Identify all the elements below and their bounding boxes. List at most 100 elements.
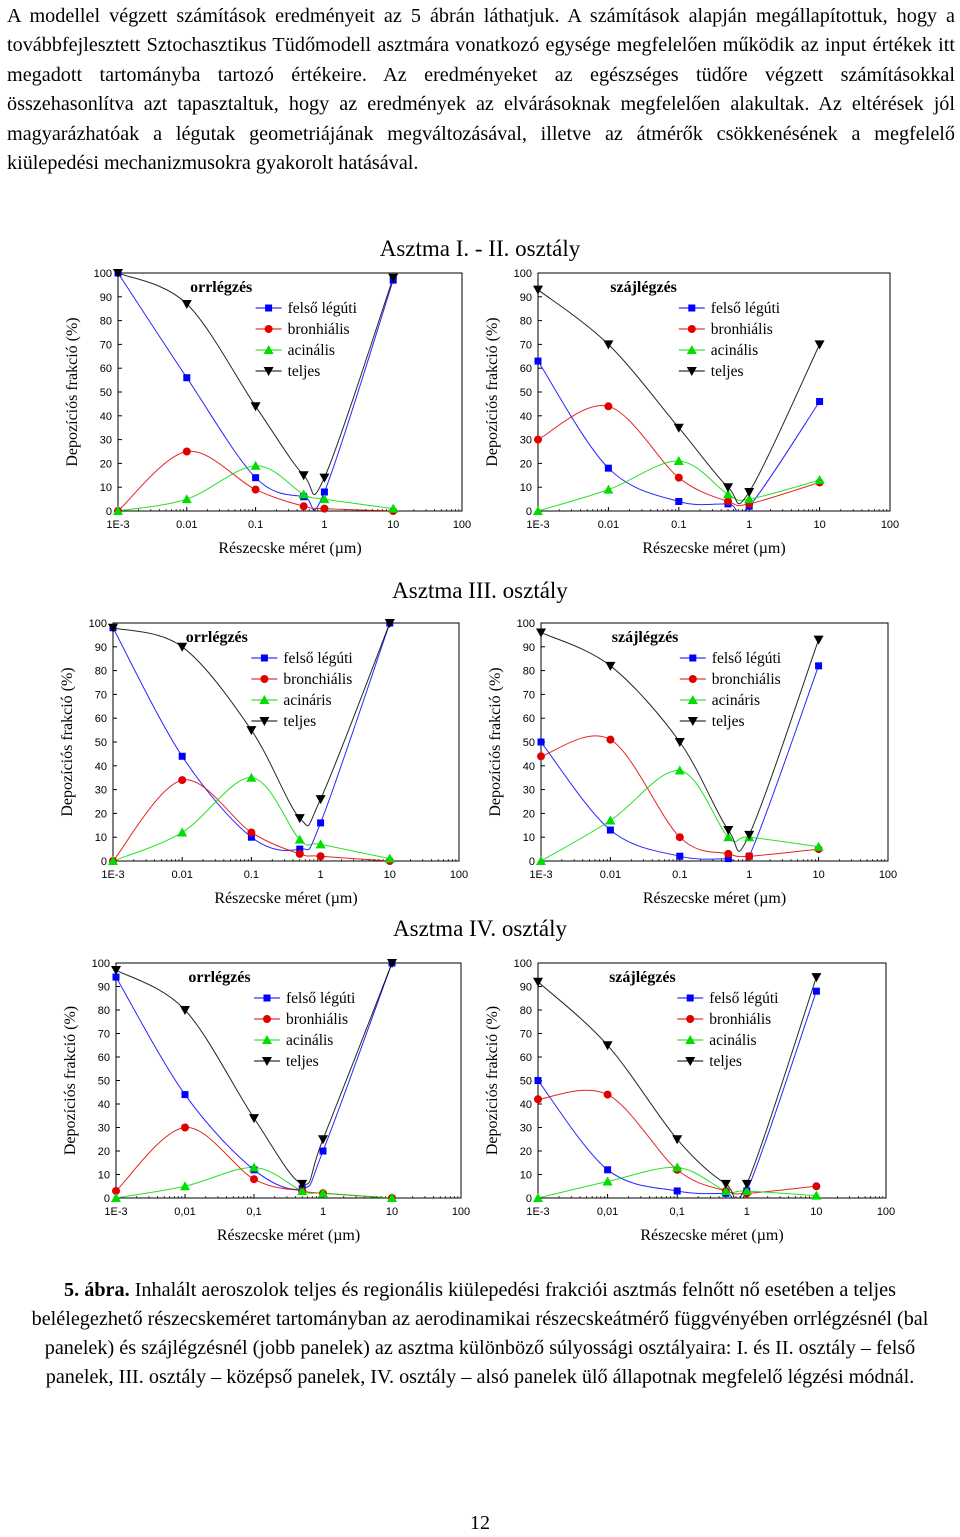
data-point: [534, 1095, 542, 1104]
legend-marker: [265, 304, 273, 312]
y-tick-label: 40: [520, 1099, 532, 1111]
data-point: [533, 285, 543, 295]
legend-label: felső légúti: [711, 300, 781, 317]
data-point: [674, 473, 683, 482]
legend-label: felső légúti: [288, 300, 358, 317]
data-point: [384, 853, 395, 863]
legend-label: teljes: [712, 713, 745, 730]
data-point: [811, 973, 822, 983]
data-point: [108, 623, 118, 633]
y-tick-label: 100: [92, 958, 110, 970]
data-point: [537, 738, 545, 746]
data-point: [603, 484, 614, 494]
x-tick-label: 100: [881, 519, 899, 531]
y-tick-label: 90: [100, 292, 112, 304]
x-tick-label: 1: [318, 869, 324, 881]
data-point: [723, 832, 734, 842]
series-line-3: [113, 777, 390, 861]
panel-title: orrlégzés: [190, 279, 252, 296]
y-tick-label: 60: [98, 1052, 110, 1064]
y-tick-label: 60: [520, 1052, 532, 1064]
page-number: 12: [470, 1512, 490, 1534]
x-tick-label: 0.1: [672, 869, 687, 881]
data-point: [251, 485, 260, 494]
y-tick-label: 20: [523, 808, 535, 820]
data-point: [250, 1175, 258, 1184]
legend-label: bronhiális: [288, 321, 350, 338]
data-point: [319, 494, 330, 504]
series-line-2: [118, 450, 394, 511]
legend-marker: [686, 994, 694, 1002]
x-tick-label: 1E-3: [526, 1206, 549, 1218]
data-point: [108, 856, 118, 865]
y-tick-label: 0: [106, 506, 112, 518]
legend-marker: [259, 695, 270, 704]
panel-title: szájlégzés: [610, 279, 677, 296]
legend-label: bronchiális: [712, 671, 781, 688]
y-tick-label: 60: [523, 713, 535, 725]
y-tick-label: 50: [520, 387, 532, 399]
data-point: [297, 1179, 308, 1189]
y-tick-label: 10: [100, 482, 112, 494]
panel-title: orrlégzés: [186, 629, 248, 646]
data-point: [724, 849, 733, 858]
data-point: [673, 456, 684, 466]
data-point: [298, 471, 309, 481]
data-point: [298, 489, 309, 499]
data-point: [536, 856, 546, 865]
legend-marker: [260, 675, 269, 683]
data-point: [811, 1190, 822, 1200]
data-point: [536, 628, 546, 638]
legend-marker: [686, 367, 697, 376]
chart-panel-5: 0 10 20 30 40 50 60 70 80 90 100 1E-3 0,01 0,1 1 10 100 R…: [62, 958, 470, 1244]
data-point: [294, 834, 305, 844]
legend-marker: [685, 1057, 696, 1066]
data-point: [741, 1185, 752, 1195]
legend-label: felső légúti: [712, 650, 782, 667]
x-tick-label: 10: [384, 869, 396, 881]
x-tick-label: 0.1: [244, 869, 259, 881]
series-line-1: [538, 360, 821, 511]
series-line-2: [538, 405, 820, 507]
x-tick-label: 10: [387, 519, 399, 531]
x-tick-label: 10: [812, 869, 824, 881]
data-point: [606, 735, 615, 744]
data-point: [537, 752, 545, 761]
x-tick-label: 10: [813, 519, 825, 531]
data-point: [741, 1179, 752, 1189]
data-point: [249, 1114, 259, 1124]
x-tick-label: 100: [453, 519, 471, 531]
legend-label: bronhiális: [709, 1011, 771, 1028]
y-tick-label: 40: [95, 761, 107, 773]
x-axis-label: Részecske méret (µm): [214, 890, 357, 907]
x-tick-label: 0.1: [248, 519, 263, 531]
legend-label: bronchiális: [283, 671, 352, 688]
data-point: [812, 1182, 821, 1191]
data-point: [602, 1176, 613, 1186]
x-tick-label: 0,01: [174, 1206, 195, 1218]
data-point: [534, 357, 542, 365]
y-tick-label: 0: [529, 856, 535, 868]
data-point: [316, 852, 325, 861]
y-tick-label: 60: [100, 363, 112, 375]
panel-title: orrlégzés: [188, 969, 250, 986]
data-point: [533, 977, 543, 987]
data-point: [111, 966, 121, 976]
y-tick-label: 70: [520, 1029, 532, 1041]
data-point: [605, 815, 616, 825]
data-point: [723, 483, 734, 493]
data-point: [814, 340, 825, 350]
x-tick-label: 0.01: [176, 519, 197, 531]
legend-marker: [262, 1057, 272, 1066]
legend-label: teljes: [283, 713, 316, 730]
y-tick-label: 40: [100, 411, 112, 423]
y-axis-label: Depozíciós frakció (%): [62, 1006, 79, 1155]
x-axis-label: Részecske méret (µm): [218, 540, 361, 557]
series-line-2: [113, 779, 390, 861]
data-point: [295, 849, 304, 858]
y-tick-label: 70: [520, 339, 532, 351]
x-axis-label: Részecske méret (µm): [642, 540, 785, 557]
data-point: [320, 504, 329, 513]
data-point: [675, 497, 683, 505]
